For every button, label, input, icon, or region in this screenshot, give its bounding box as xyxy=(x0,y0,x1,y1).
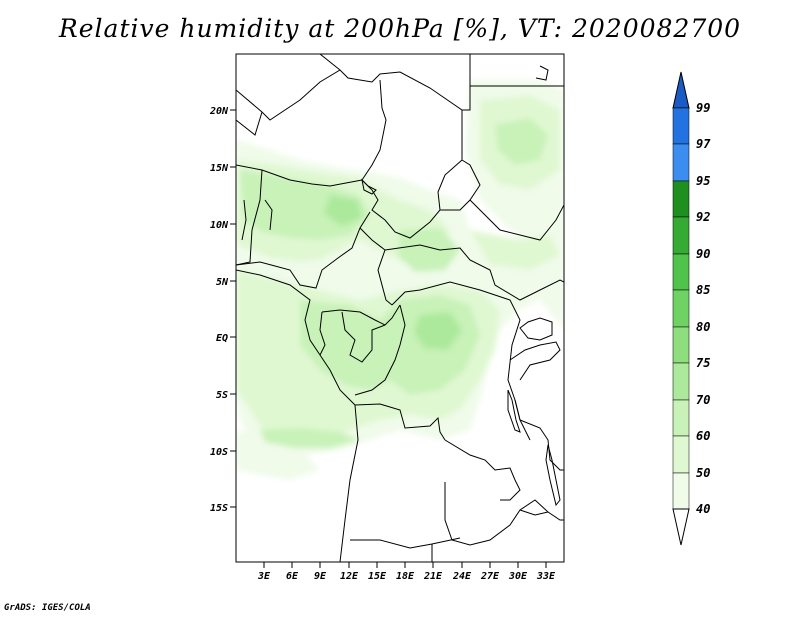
colorbar-label: 50 xyxy=(696,466,710,480)
lon-axis xyxy=(263,562,547,568)
lake-outline xyxy=(519,317,553,341)
lon-label: 24E xyxy=(452,571,472,582)
map-frame xyxy=(235,53,565,563)
colorbar-segment xyxy=(672,399,690,437)
lat-label: 5N xyxy=(216,277,229,288)
grads-credit: GrADS: IGES/COLA xyxy=(4,603,91,613)
border-line xyxy=(359,227,393,306)
colorbar-label: 92 xyxy=(696,210,710,224)
chart-title: Relative humidity at 200hPa [%], VT: 202… xyxy=(58,14,742,43)
border-line xyxy=(341,311,386,363)
colorbar-segment xyxy=(672,107,690,145)
humidity-shading xyxy=(236,80,564,480)
border-line xyxy=(339,404,359,562)
lat-labels: 20N 15N 10N 5N EQ 5S 10S 15S xyxy=(209,106,229,514)
lat-label: EQ xyxy=(216,333,228,344)
border-line xyxy=(384,244,564,301)
colorbar: 99 97 95 92 90 85 80 75 70 60 50 40 xyxy=(672,71,711,546)
border-line xyxy=(444,439,521,501)
colorbar-segment xyxy=(672,326,690,364)
lat-label: 20N xyxy=(209,106,229,117)
colorbar-label: 85 xyxy=(696,283,710,297)
colorbar-label: 40 xyxy=(696,502,710,516)
border-line xyxy=(444,482,564,546)
colorbar-segment xyxy=(672,216,690,255)
border-line xyxy=(319,54,341,71)
border-line xyxy=(354,403,446,441)
lon-label: 3E xyxy=(257,571,271,582)
border-line xyxy=(236,164,363,187)
border-line xyxy=(514,399,531,441)
border-line xyxy=(361,178,377,195)
lat-label: 15N xyxy=(210,163,229,174)
colorbar-label: 95 xyxy=(696,174,710,188)
border-line xyxy=(535,65,549,81)
lake-outline xyxy=(519,509,549,516)
colorbar-label: 90 xyxy=(696,247,710,261)
border-line xyxy=(236,269,321,356)
colorbar-segment xyxy=(672,143,690,182)
lon-label: 18E xyxy=(396,571,415,582)
lon-labels: 3E 6E 9E 12E 15E 18E 21E 24E 27E 30E 33E xyxy=(257,571,556,582)
border-line xyxy=(469,199,564,241)
colorbar-segment xyxy=(672,435,690,474)
colorbar-top-arrow xyxy=(672,71,690,109)
lat-label: 10N xyxy=(210,220,229,231)
border-line xyxy=(354,304,406,396)
border-line xyxy=(350,537,461,549)
border-line xyxy=(236,211,371,289)
rh-40-50-region xyxy=(236,430,320,480)
lat-label: 15S xyxy=(210,503,228,514)
colorbar-segment xyxy=(672,362,690,401)
border-line xyxy=(321,304,401,326)
lon-label: 21E xyxy=(423,571,443,582)
colorbar-label: 70 xyxy=(696,393,710,407)
colorbar-segment xyxy=(672,180,690,218)
colorbar-label: 99 xyxy=(696,101,710,115)
rh-70-75-region xyxy=(414,312,462,350)
colorbar-bottom-arrow xyxy=(672,508,690,546)
colorbar-label: 80 xyxy=(696,320,710,334)
lon-label: 9E xyxy=(314,571,327,582)
lon-label: 27E xyxy=(480,571,500,582)
border-line xyxy=(241,199,247,241)
lon-label: 6E xyxy=(286,571,299,582)
lon-label: 15E xyxy=(368,571,387,582)
border-line xyxy=(236,111,263,136)
border-line xyxy=(361,79,463,239)
lat-label: 5S xyxy=(216,390,228,401)
rh-50-60-region xyxy=(470,230,560,270)
lon-label: 30E xyxy=(508,571,528,582)
colorbar-label: 75 xyxy=(696,356,710,370)
border-line xyxy=(236,54,471,121)
rh-60-70-region xyxy=(260,428,360,448)
rh-70-75-region xyxy=(324,195,362,226)
border-line xyxy=(319,311,356,406)
colorbar-segment xyxy=(672,289,690,328)
colorbar-label: 97 xyxy=(696,137,711,151)
lat-label: 10S xyxy=(210,447,228,458)
border-line xyxy=(509,341,561,381)
border-line xyxy=(440,159,481,211)
colorbar-segment xyxy=(672,253,690,291)
border-line xyxy=(264,199,273,231)
colorbar-segment xyxy=(672,472,690,510)
rh-60-70-region xyxy=(398,228,460,272)
lon-label: 33E xyxy=(536,571,556,582)
colorbar-label: 60 xyxy=(696,429,710,443)
border-line xyxy=(236,169,263,266)
lake-outline xyxy=(507,389,521,433)
rh-60-70-region xyxy=(495,118,548,165)
lake-outline xyxy=(545,444,561,507)
lat-axis xyxy=(230,109,236,508)
country-borders xyxy=(236,54,564,562)
lon-label: 12E xyxy=(340,571,359,582)
